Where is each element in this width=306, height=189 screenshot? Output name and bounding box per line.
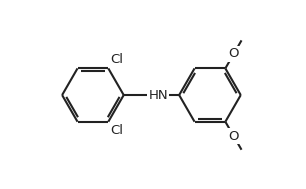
Text: Cl: Cl (110, 53, 123, 66)
Text: HN: HN (148, 89, 168, 101)
Text: Cl: Cl (110, 124, 123, 137)
Text: O: O (229, 130, 239, 143)
Text: O: O (229, 47, 239, 60)
Text: HN: HN (148, 89, 168, 101)
